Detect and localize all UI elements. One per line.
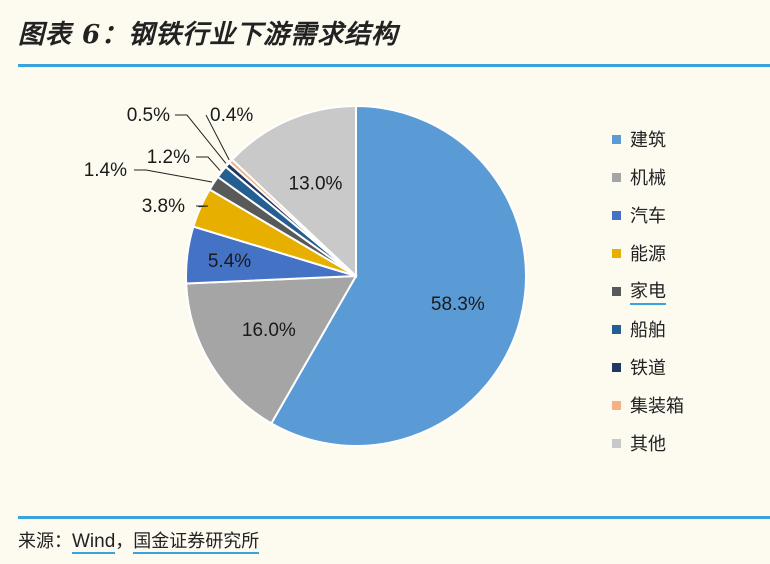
legend: 建筑 机械 汽车 能源 家电 船舶 铁道 集装箱 其他 [612,120,684,462]
chart-title: 图表 6：钢铁行业下游需求结构 [18,20,399,50]
slice-data-label: 3.8% [142,196,185,217]
legend-label: 家电 [630,277,666,305]
legend-item: 建筑 [612,120,684,158]
legend-item: 能源 [612,234,684,272]
source-institute: 国金证券研究所 [133,531,260,554]
legend-swatch [612,172,621,182]
legend-label: 其他 [630,434,666,455]
legend-item: 铁道 [612,348,684,386]
legend-label: 机械 [630,168,666,189]
legend-swatch [612,400,621,410]
legend-label: 能源 [630,244,666,265]
legend-label: 铁道 [630,358,666,379]
slice-data-label: 0.4% [210,105,253,126]
slice-data-label: 1.2% [147,147,190,168]
slice-data-label: 58.3% [431,294,485,315]
source-wind: Wind [72,531,116,554]
pie-slice-9 [230,104,357,279]
legend-label: 集装箱 [630,396,684,417]
title-divider [18,64,770,67]
legend-item: 船舶 [612,310,684,348]
legend-label: 建筑 [630,130,666,151]
slice-data-label: 0.5% [127,105,170,126]
footer-divider [18,516,770,519]
leader-line [175,114,227,164]
pie-slice-2 [185,274,358,425]
source-separator: ， [115,531,134,552]
legend-item: 机械 [612,158,684,196]
legend-item: 家电 [612,272,684,310]
legend-swatch [612,210,621,220]
legend-swatch [612,134,621,144]
leader-line [205,114,230,161]
slice-data-label: 5.4% [208,251,251,272]
pie-chart: 58.3% 16.0% 5.4% 3.8% 1.4% 1.2% 0.5% 0.4% 13.0% [84,104,527,447]
slice-data-label: 16.0% [242,320,296,341]
legend-swatch [612,324,621,334]
slice-data-label: 1.4% [84,160,127,181]
legend-item: 其他 [612,424,684,462]
legend-swatch [612,438,621,448]
legend-swatch [612,248,621,258]
source-note: 来源：Wind，国金证券研究所 [18,527,260,554]
leader-line [196,205,209,208]
slice-data-label: 13.0% [289,173,343,194]
source-prefix: 来源： [18,531,72,552]
legend-label: 船舶 [630,320,666,341]
legend-swatch [612,362,621,372]
leader-line [134,169,213,183]
legend-item: 汽车 [612,196,684,234]
leader-line [196,156,221,171]
legend-label: 汽车 [630,206,666,227]
legend-item: 集装箱 [612,386,684,424]
pie-slice-1 [269,104,527,447]
legend-swatch [612,286,621,296]
